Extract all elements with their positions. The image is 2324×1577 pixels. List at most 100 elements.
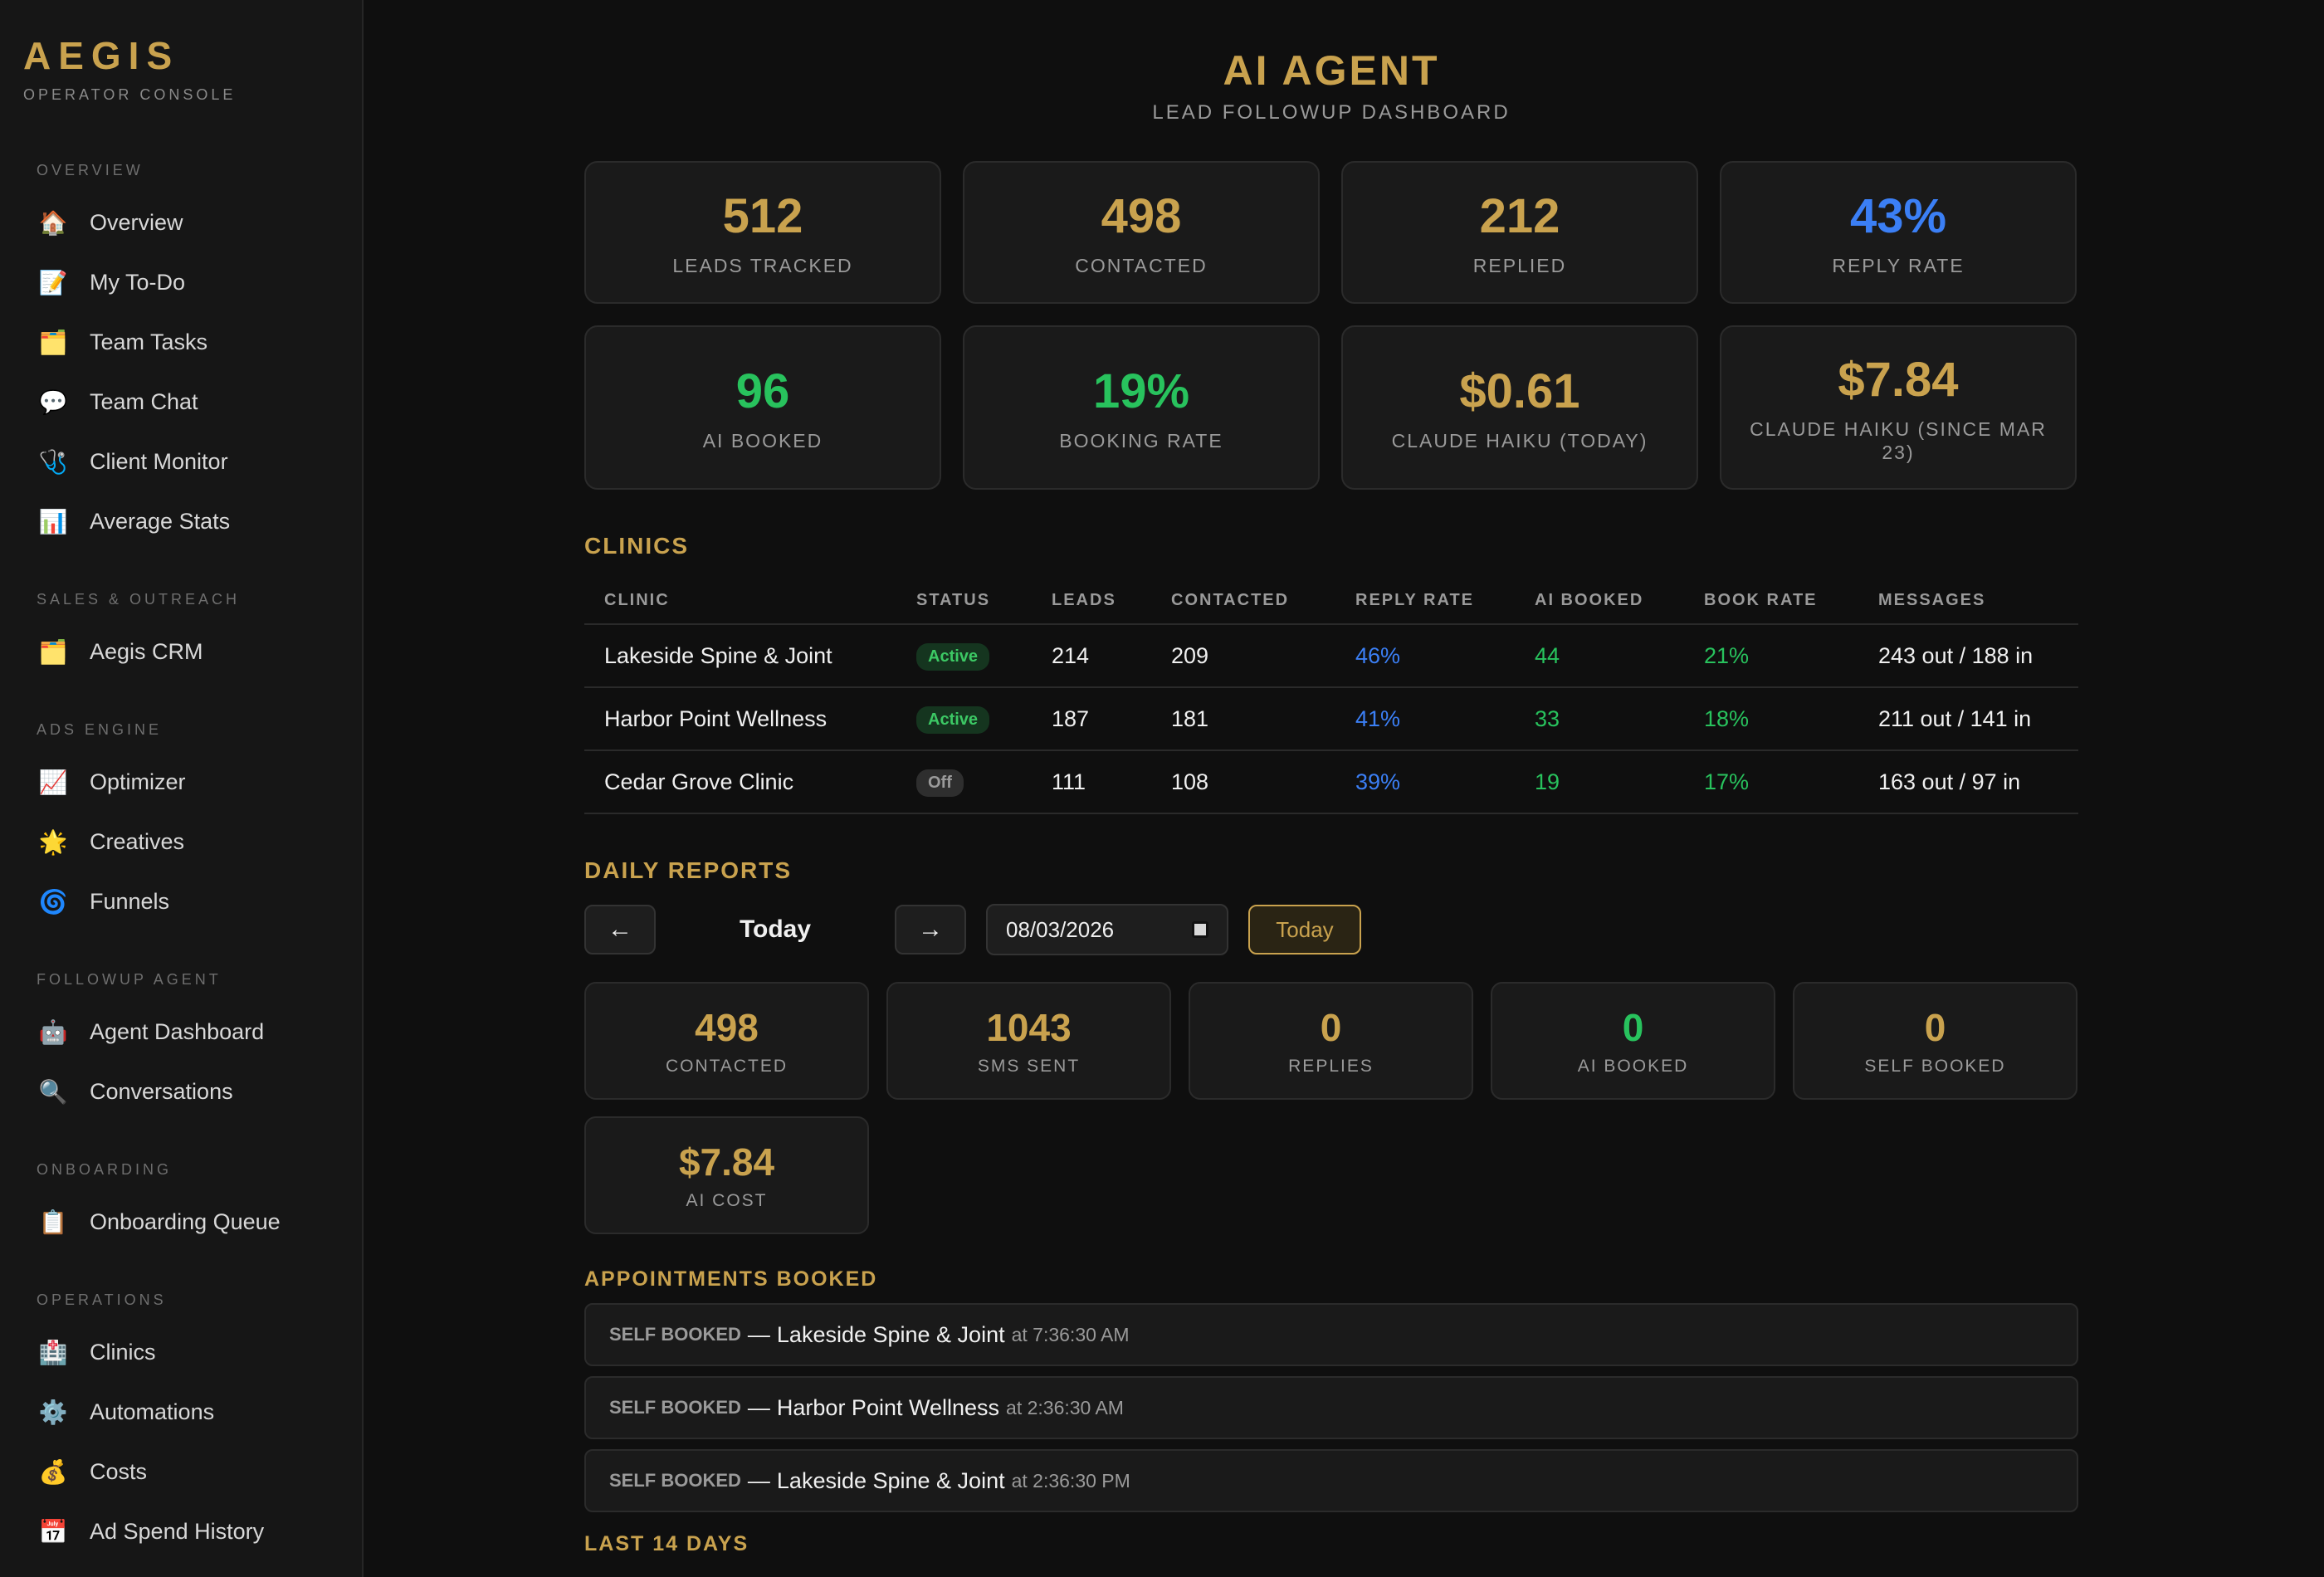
robot-icon: 🤖 [38,1018,68,1045]
prev-day-button[interactable]: ← [584,905,656,954]
sidebar-item-team-tasks[interactable]: 🗂️ Team Tasks [0,312,362,372]
stat-value: $7.84 [1838,352,1959,407]
stat-card: $0.61 CLAUDE HAIKU (TODAY) [1341,325,1698,490]
table-row[interactable]: Lakeside Spine & Joint Active 214 209 46% 44 2… [584,624,2078,688]
stat-label: REPLY RATE [1832,254,1965,276]
table-header-row: CLINIC STATUS LEADS CONTACTED REPLY RATE AI B… [584,578,2078,625]
daily-stat-label: AI BOOKED [1577,1057,1689,1076]
cell-status: Active [896,624,1032,688]
sidebar-item-label: Creatives [90,828,185,854]
sidebar-item-ad-spend-history[interactable]: 📅 Ad Spend History [0,1501,362,1561]
appointment-time: at 7:36:30 AM [1011,1323,1130,1345]
nav-section-heading: FOLLOWUP AGENT [37,971,222,988]
daily-stat-label: REPLIES [1288,1057,1374,1076]
stat-value: 96 [735,364,790,418]
sidebar-item-label: Clinics [90,1339,156,1365]
sidebar-item-clinics[interactable]: 🏥 Clinics [0,1322,362,1382]
appointment-time: at 2:36:30 AM [1006,1396,1124,1418]
appointment-clinic: Lakeside Spine & Joint [776,1321,1005,1347]
sidebar-item-label: Automations [90,1399,215,1424]
column-header: AI BOOKED [1515,578,1684,625]
sidebar-item-creatives[interactable]: 🌟 Creatives [0,812,362,872]
sidebar-item-label: Client Monitor [90,448,228,474]
brand-logo: AEGIS [23,34,180,77]
cell-contacted: 181 [1151,687,1335,751]
cell-ai-booked: 44 [1515,624,1684,688]
day-label: Today [739,915,812,943]
star-icon: 🌟 [38,828,68,855]
next-day-button[interactable]: → [895,905,966,954]
cell-ai-booked: 33 [1515,687,1684,751]
appointment-time: at 2:36:30 PM [1011,1469,1130,1492]
main-content: AI AGENT LEAD FOLLOWUP DASHBOARD 512 LEAD… [364,0,2324,1577]
cell-status: Off [896,750,1032,814]
sidebar-item-costs[interactable]: 💰 Costs [0,1442,362,1501]
brand: AEGIS OPERATOR CONSOLE [0,33,362,104]
money-bag-icon: 💰 [38,1458,68,1485]
sidebar-item-overview[interactable]: 🏠 Overview [0,193,362,252]
daily-stat-label: CONTACTED [665,1057,788,1076]
sidebar-item-label: Team Chat [90,388,198,414]
date-input[interactable]: 08/03/2026 [986,904,1228,955]
sidebar-item-label: Team Tasks [90,329,208,354]
list-item[interactable]: SELF BOOKED — Lakeside Spine & Joint at 2:3… [584,1449,2078,1512]
sidebar-item-automations[interactable]: ⚙️ Automations [0,1382,362,1442]
column-header: LEADS [1032,578,1151,625]
sidebar-item-team-chat[interactable]: 💬 Team Chat [0,372,362,432]
list-item[interactable]: SELF BOOKED — Harbor Point Wellness at 2:36… [584,1376,2078,1439]
cell-clinic: Cedar Grove Clinic [584,750,896,814]
sidebar-item-label: Overview [90,209,183,235]
sidebar-item-funnels[interactable]: 🌀 Funnels [0,872,362,931]
sidebar-item-my-to-do[interactable]: 📝 My To-Do [0,252,362,312]
table-row[interactable]: Harbor Point Wellness Active 187 181 41% 33 18… [584,687,2078,751]
daily-stat-card: 0 AI BOOKED [1491,982,1775,1100]
cell-reply-rate: 41% [1335,687,1515,751]
bar-chart-icon: 📊 [38,508,68,535]
column-header: REPLY RATE [1335,578,1515,625]
column-header: MESSAGES [1858,578,2078,625]
sidebar-item-agent-dashboard[interactable]: 🤖 Agent Dashboard [0,1002,362,1062]
table-row[interactable]: Cedar Grove Clinic Off 111 108 39% 19 17% 163 o… [584,750,2078,814]
stat-value: 498 [1101,188,1182,243]
daily-stat-card: $7.84 AI COST [584,1116,869,1234]
stat-value: 19% [1092,364,1190,418]
sidebar-item-aegis-crm[interactable]: 🗂️ Aegis CRM [0,622,362,681]
memo-icon: 📝 [38,269,68,295]
stat-card: 498 CONTACTED [963,161,1320,304]
daily-stat-value: 498 [695,1006,759,1049]
list-item[interactable]: SELF BOOKED — Lakeside Spine & Joint at 7:3… [584,1303,2078,1366]
date-value: 08/03/2026 [1006,916,1115,942]
appointments-heading: APPOINTMENTS BOOKED [584,1267,878,1291]
stat-label: AI BOOKED [702,429,823,452]
calendar-icon[interactable] [1192,921,1208,938]
cell-messages: 163 out / 97 in [1858,750,2078,814]
sidebar-item-label: Optimizer [90,769,186,794]
appointment-type: SELF BOOKED [609,1397,741,1418]
cell-ai-booked: 19 [1515,750,1684,814]
cell-status: Active [896,687,1032,751]
stat-label: CLAUDE HAIKU (SINCE MAR 23) [1750,417,2047,463]
summary-stats: 512 LEADS TRACKED 498 CONTACTED 212 REPLIED 43… [584,161,2078,490]
nav-section: OVERVIEW 🏠 Overview 📝 My To-Do 🗂️ Team Tasks 💬 T… [0,162,362,551]
cell-contacted: 108 [1151,750,1335,814]
stat-value: 512 [722,188,803,243]
sidebar-item-average-stats[interactable]: 📊 Average Stats [0,491,362,551]
stat-label: CLAUDE HAIKU (TODAY) [1391,429,1648,452]
cell-book-rate: 17% [1684,750,1858,814]
stat-label: REPLIED [1472,254,1567,276]
sidebar-item-learning[interactable]: 🧠Learning [0,1561,362,1577]
nav-section-heading: OPERATIONS [37,1291,167,1308]
appointment-separator: — [747,1321,770,1347]
sidebar-item-client-monitor[interactable]: 🩺 Client Monitor [0,432,362,491]
gear-icon: ⚙️ [38,1399,68,1425]
today-button[interactable]: Today [1248,905,1361,954]
status-badge: Active [916,642,990,671]
clinics-heading: CLINICS [584,533,689,559]
sidebar-item-label: Agent Dashboard [90,1018,265,1044]
sidebar-item-optimizer[interactable]: 📈 Optimizer [0,752,362,812]
daily-stat-value: 0 [1924,1006,1946,1049]
daily-stat-card: 0 REPLIES [1189,982,1473,1100]
sidebar-item-conversations[interactable]: 🔍 Conversations [0,1062,362,1121]
sidebar-item-onboarding-queue[interactable]: 📋 Onboarding Queue [0,1192,362,1252]
